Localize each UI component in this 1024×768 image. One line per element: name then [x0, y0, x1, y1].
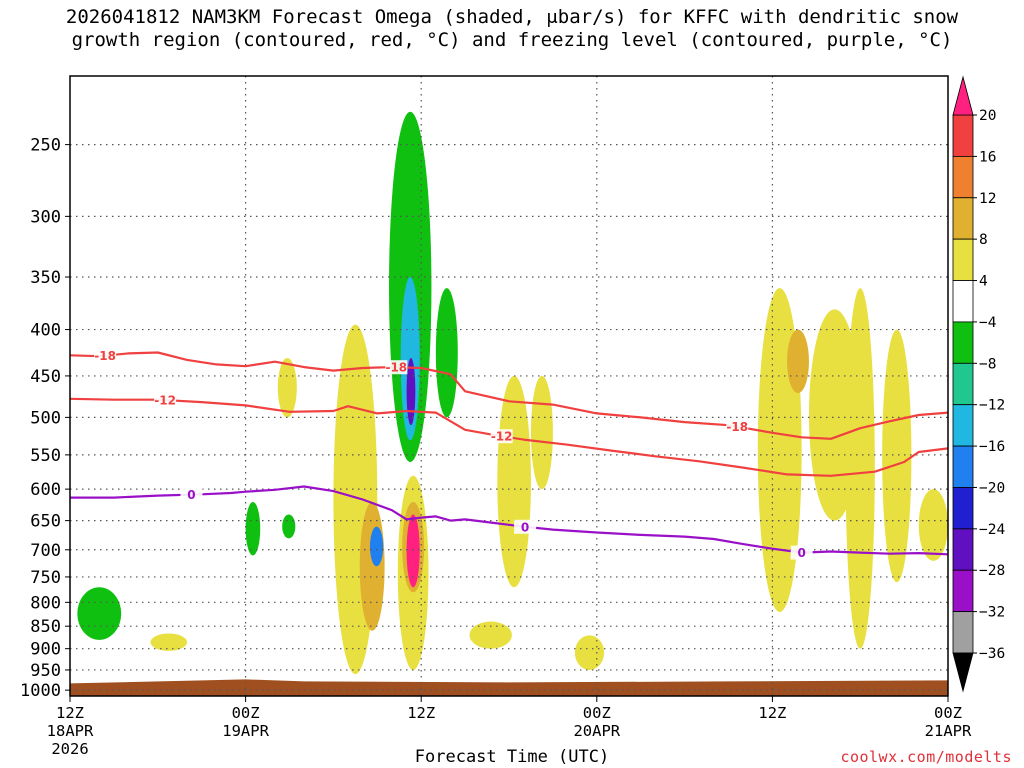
colorbar-band: [952, 611, 974, 654]
colorbar-band: [952, 155, 974, 199]
omega-region: [282, 514, 296, 539]
contour-label-bg: [490, 429, 513, 444]
contour-label: -18: [726, 420, 748, 434]
contour-label-bg: [154, 393, 177, 408]
y-tick-label: 850: [30, 617, 61, 637]
contour-label-bg: [180, 487, 203, 502]
y-tick-label: 350: [30, 268, 61, 288]
x-tick-label: 20APR: [573, 722, 620, 740]
colorbar-label: −16: [979, 439, 1005, 455]
contour-label-bg: [514, 519, 537, 534]
colorbar-label: 8: [979, 232, 988, 248]
omega-region: [845, 288, 875, 649]
contour-label: -18: [94, 349, 116, 363]
y-tick-label: 900: [30, 640, 61, 660]
colorbar-band: [952, 114, 974, 157]
contour-label-bg: [94, 348, 117, 363]
x-tick-label: 00Z: [583, 704, 611, 722]
omega-region: [918, 489, 948, 561]
colorbar-label: −32: [979, 605, 1005, 621]
omega-region: [787, 329, 809, 394]
chart-title: 2026041812 NAM3KM Forecast Omega (shaded…: [0, 6, 1024, 52]
x-tick-label: 2026: [51, 740, 88, 758]
x-axis-label: Forecast Time (UTC): [414, 747, 610, 767]
colorbar-top-arrow: [952, 75, 974, 116]
y-tick-label: 750: [30, 568, 61, 588]
contour-label: 0: [521, 520, 529, 534]
omega-region: [882, 329, 912, 583]
contour-label-bg: [790, 545, 813, 560]
y-tick-label: 450: [30, 367, 61, 387]
contour-label: 0: [797, 546, 805, 560]
colorbar-label: 4: [979, 274, 988, 290]
y-tick-label: 250: [30, 136, 61, 156]
colorbar-label: 12: [979, 191, 996, 207]
y-tick-label: 500: [30, 408, 61, 428]
colorbar-label: −20: [979, 480, 1005, 496]
colorbar-label: −28: [979, 563, 1005, 579]
colorbar-band: [952, 528, 974, 571]
colorbar-label: −4: [979, 315, 997, 331]
omega-region: [469, 621, 512, 649]
colorbar-label: −8: [979, 356, 996, 372]
y-tick-label: 950: [30, 661, 61, 681]
omega-region: [574, 635, 605, 670]
omega-region: [77, 587, 122, 640]
x-tick-label: 12Z: [56, 704, 84, 722]
contour-label-bg: [385, 360, 408, 375]
y-tick-label: 800: [30, 593, 61, 613]
y-tick-label: 650: [30, 512, 61, 532]
omega-region: [245, 502, 261, 556]
title-line-2: growth region (contoured, red, °C) and f…: [71, 29, 953, 51]
contour-label: -12: [154, 394, 176, 408]
colorbar-label: 16: [979, 149, 996, 165]
contour-label: -18: [385, 361, 407, 375]
omega-region: [369, 526, 384, 567]
x-tick-label: 12Z: [758, 704, 786, 722]
x-tick-label: 12Z: [407, 704, 435, 722]
terrain-fill: [70, 679, 948, 696]
omega-region: [497, 375, 531, 588]
dgz-minus18-contour: [70, 351, 948, 440]
omega-region: [530, 375, 553, 490]
colorbar-band: [952, 569, 974, 613]
colorbar-bottom-arrow: [952, 652, 974, 693]
colorbar-label: −24: [979, 522, 1005, 538]
omega-region: [406, 358, 416, 426]
colorbar-band: [952, 321, 974, 364]
contour-label: -12: [491, 430, 513, 444]
colorbar-label: 20: [979, 108, 996, 124]
y-tick-label: 400: [30, 321, 61, 341]
colorbar-band: [952, 404, 974, 447]
omega-region: [277, 358, 297, 418]
y-tick-label: 300: [30, 207, 61, 227]
colorbar-band: [952, 280, 974, 323]
y-tick-label: 700: [30, 541, 61, 561]
omega-region: [150, 633, 188, 651]
contour-label-bg: [726, 419, 749, 434]
title-line-1: 2026041812 NAM3KM Forecast Omega (shaded…: [65, 6, 959, 28]
omega-region: [359, 502, 385, 631]
omega-region: [435, 288, 458, 418]
y-tick-label: 600: [30, 480, 61, 500]
plot-frame: [69, 75, 949, 697]
colorbar-band: [952, 238, 974, 281]
y-tick-label: 550: [30, 446, 61, 466]
x-tick-label: 00Z: [934, 704, 962, 722]
colorbar-band: [952, 362, 974, 406]
source-credit: coolwx.com/modelts: [840, 748, 1012, 766]
omega-region: [406, 514, 420, 588]
colorbar-band: [952, 197, 974, 240]
colorbar-band: [952, 487, 974, 530]
x-tick-label: 19APR: [222, 722, 269, 740]
colorbar-label: −36: [979, 646, 1005, 662]
y-tick-label: 1000: [20, 681, 61, 701]
x-tick-label: 21APR: [925, 722, 972, 740]
x-tick-label: 00Z: [232, 704, 260, 722]
colorbar-label: −12: [979, 398, 1005, 414]
x-tick-label: 18APR: [47, 722, 94, 740]
contour-label: 0: [187, 488, 195, 502]
colorbar-band: [952, 445, 974, 488]
